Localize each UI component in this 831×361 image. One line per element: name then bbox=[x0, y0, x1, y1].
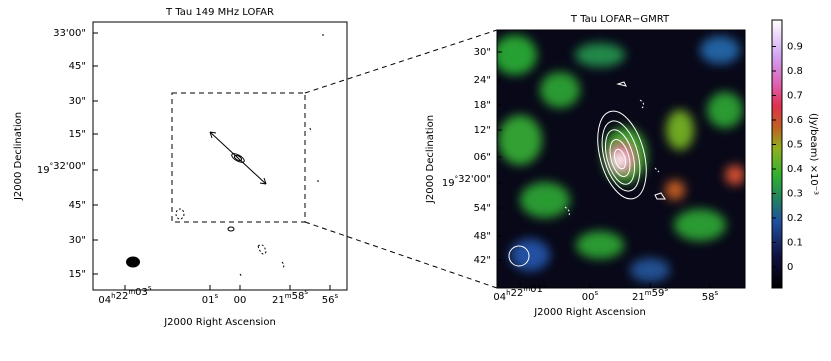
y-tick-label: 15" bbox=[69, 129, 86, 140]
zoom-line bbox=[304, 29, 498, 94]
axes-frame bbox=[496, 29, 746, 289]
x-tick-label: 00 bbox=[234, 295, 247, 306]
y-axis-label: J2000 Declination bbox=[13, 112, 24, 201]
x-tick-label: 04h22m03s bbox=[98, 284, 152, 306]
x-tick-label: 21m58s bbox=[272, 288, 308, 306]
y-tick-label: 12" bbox=[474, 125, 491, 136]
contours bbox=[175, 34, 325, 278]
beam bbox=[126, 256, 140, 268]
y-tick-label: 30" bbox=[69, 235, 86, 246]
panel-title: T Tau LOFAR−GMRT bbox=[570, 14, 670, 25]
y-tick-label: 18" bbox=[474, 100, 491, 111]
y-tick-label: 48" bbox=[474, 231, 491, 242]
zoom-box bbox=[171, 92, 306, 223]
colorbar-tick-label: 0.8 bbox=[787, 66, 803, 77]
colorbar-tick-label: 0.9 bbox=[787, 42, 803, 53]
y-tick-label: 24" bbox=[474, 75, 491, 86]
colorbar-tick-label: 0.6 bbox=[787, 115, 803, 126]
y-tick-label: 54" bbox=[474, 203, 491, 214]
y-axis-label: J2000 Declination bbox=[425, 115, 436, 204]
zoom-line bbox=[304, 221, 498, 289]
colorbar-gradient bbox=[771, 19, 783, 289]
right-panel: T Tau LOFAR−GMRT bbox=[425, 14, 746, 318]
x-tick-label: 21m59s bbox=[632, 285, 668, 303]
colorbar-tick-label: 0.3 bbox=[787, 189, 803, 200]
colorbar-tick-label: 0 bbox=[787, 262, 793, 273]
colorbar-tick-label: 0.2 bbox=[787, 213, 803, 224]
x-tick-label: 56s bbox=[322, 292, 339, 306]
x-axis-label: J2000 Right Ascension bbox=[163, 317, 276, 328]
y-tick-label: 33'00" bbox=[53, 28, 86, 39]
y-tick-label: 45" bbox=[69, 61, 86, 72]
y-tick-label: 19°32'00" bbox=[442, 174, 491, 189]
x-tick-label: 01s bbox=[202, 292, 219, 306]
colorbar-tick-label: 0.7 bbox=[787, 91, 803, 102]
colorbar-tick-label: 0.4 bbox=[787, 164, 803, 175]
x-axis-label: J2000 Right Ascension bbox=[533, 307, 646, 318]
y-tick-label: 19°32'00" bbox=[37, 161, 86, 176]
left-panel: T Tau 149 MHz LOFAR J2000 Right Ascensio… bbox=[13, 7, 348, 328]
x-tick-label: 00s bbox=[582, 289, 599, 303]
y-tick-label: 30" bbox=[69, 96, 86, 107]
axes-frame bbox=[92, 21, 348, 291]
contours bbox=[508, 81, 666, 267]
colorbar-label: (Jy/beam) ×10⁻³ bbox=[808, 113, 819, 195]
colorbar-tick-label: 0.5 bbox=[787, 140, 803, 151]
y-tick-label: 45" bbox=[69, 200, 86, 211]
x-tick-label: 04h22m01s bbox=[493, 281, 547, 303]
colorbar: (Jy/beam) ×10⁻³ 0 0.1 0.2 0.3 0.4 0.5 0.6 0.7 0.… bbox=[771, 19, 819, 289]
x-tick-label: 58s bbox=[702, 289, 719, 303]
y-tick-label: 06" bbox=[474, 152, 491, 163]
y-tick-label: 15" bbox=[69, 269, 86, 280]
y-tick-label: 30" bbox=[474, 47, 491, 58]
panel-title: T Tau 149 MHz LOFAR bbox=[165, 7, 274, 18]
colorbar-tick-label: 0.1 bbox=[787, 238, 803, 249]
image bbox=[497, 30, 745, 288]
y-tick-label: 42" bbox=[474, 255, 491, 266]
